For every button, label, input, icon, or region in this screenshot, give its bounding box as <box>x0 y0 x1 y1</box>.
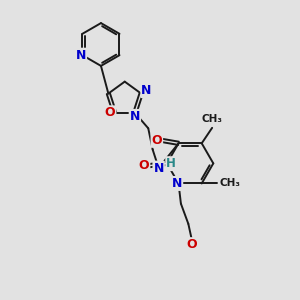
Text: N: N <box>130 110 140 123</box>
Text: O: O <box>139 159 149 172</box>
Text: CH₃: CH₃ <box>220 178 241 188</box>
Text: N: N <box>172 177 182 190</box>
Text: O: O <box>152 134 162 147</box>
Text: N: N <box>76 49 86 62</box>
Text: O: O <box>105 106 116 119</box>
Text: N: N <box>141 84 152 97</box>
Text: N: N <box>154 162 164 175</box>
Text: O: O <box>187 238 197 251</box>
Text: H: H <box>166 157 176 170</box>
Text: CH₃: CH₃ <box>202 114 223 124</box>
